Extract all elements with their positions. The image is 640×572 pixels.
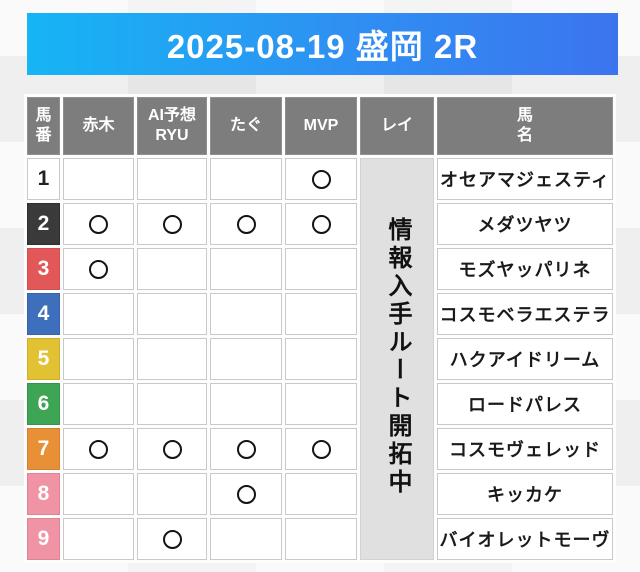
table-row: 9 バイオレットモーヴ xyxy=(27,518,613,560)
mark-cell-mvp xyxy=(285,338,357,380)
mark-cell-tagu xyxy=(210,203,282,245)
horse-name-cell: モズヤッパリネ xyxy=(437,248,613,290)
header-mvp: MVP xyxy=(285,97,357,155)
circle-mark-icon xyxy=(89,259,108,279)
horse-name-cell: コスモヴェレッド xyxy=(437,428,613,470)
mark-cell-mvp xyxy=(285,383,357,425)
mark-cell-akagi xyxy=(63,518,134,560)
horse-number-cell: 1 xyxy=(27,158,60,200)
circle-mark-icon xyxy=(311,439,331,459)
mark-cell-ai-ryu xyxy=(137,203,207,245)
circle-mark-icon xyxy=(311,214,331,234)
mark-cell-akagi xyxy=(63,293,134,335)
mark-cell-tagu xyxy=(210,248,282,290)
mark-cell-mvp xyxy=(285,473,357,515)
circle-mark-icon xyxy=(162,439,182,459)
circle-mark-icon xyxy=(89,214,108,234)
horse-name-cell: バイオレットモーヴ xyxy=(437,518,613,560)
mark-cell-tagu xyxy=(210,293,282,335)
circle-mark-icon xyxy=(89,439,108,459)
mark-cell-akagi xyxy=(63,383,134,425)
circle-mark-icon xyxy=(236,439,256,459)
notice-cell: 情報入手ルート開拓中 xyxy=(360,158,434,560)
horse-name-cell: キッカケ xyxy=(437,473,613,515)
circle-mark-icon xyxy=(236,484,256,504)
horse-number-cell: 8 xyxy=(27,473,60,515)
mark-cell-tagu xyxy=(210,338,282,380)
mark-cell-mvp xyxy=(285,428,357,470)
table-row: 8 キッカケ xyxy=(27,473,613,515)
mark-cell-tagu xyxy=(210,518,282,560)
mark-cell-ai-ryu xyxy=(137,248,207,290)
mark-cell-tagu xyxy=(210,383,282,425)
horse-name-cell: コスモベラエステラ xyxy=(437,293,613,335)
mark-cell-ai-ryu xyxy=(137,383,207,425)
horse-number-cell: 7 xyxy=(27,428,60,470)
mark-cell-akagi xyxy=(63,428,134,470)
horse-number-cell: 9 xyxy=(27,518,60,560)
table-row: 5 ハクアイドリーム xyxy=(27,338,613,380)
mark-cell-mvp xyxy=(285,158,357,200)
race-title-bar: 2025-08-19 盛岡 2R xyxy=(27,13,618,75)
header-tagu: たぐ xyxy=(210,97,282,155)
mark-cell-akagi xyxy=(63,248,134,290)
horse-name-cell: ロードパレス xyxy=(437,383,613,425)
mark-cell-ai-ryu xyxy=(137,473,207,515)
mark-cell-ai-ryu xyxy=(137,428,207,470)
horse-name-cell: ハクアイドリーム xyxy=(437,338,613,380)
table-row: 1 情報入手ルート開拓中 オセアマジェスティ xyxy=(27,158,613,560)
circle-mark-icon xyxy=(236,214,256,234)
mark-cell-tagu xyxy=(210,473,282,515)
header-umaban: 馬 番 xyxy=(27,97,60,155)
mark-cell-akagi xyxy=(63,158,134,200)
header-akagi: 赤木 xyxy=(63,97,134,155)
mark-cell-akagi xyxy=(63,203,134,245)
mark-cell-akagi xyxy=(63,338,134,380)
mark-cell-ai-ryu xyxy=(137,338,207,380)
circle-mark-icon xyxy=(162,529,182,549)
header-rei: レイ xyxy=(360,97,434,155)
horse-name-cell: オセアマジェスティ xyxy=(437,158,613,200)
mark-cell-ai-ryu xyxy=(137,158,207,200)
notice-text: 情報入手ルート開拓中 xyxy=(384,216,411,497)
header-row: 馬 番 赤木 AI予想 RYU たぐ MVP レイ 馬 名 xyxy=(27,97,613,155)
header-bamei: 馬 名 xyxy=(437,97,613,155)
mark-cell-akagi xyxy=(63,473,134,515)
horse-number-cell: 2 xyxy=(27,203,60,245)
mark-cell-ai-ryu xyxy=(137,293,207,335)
header-ai-yosou-ryu: AI予想 RYU xyxy=(137,97,207,155)
mark-cell-mvp xyxy=(285,248,357,290)
table-row: 6 ロードパレス xyxy=(27,383,613,425)
mark-cell-mvp xyxy=(285,203,357,245)
horse-number-cell: 3 xyxy=(27,248,60,290)
circle-mark-icon xyxy=(162,214,182,234)
mark-cell-ai-ryu xyxy=(137,518,207,560)
table-row: 2 メダツヤツ xyxy=(27,203,613,245)
mark-cell-mvp xyxy=(285,293,357,335)
prediction-table: 馬 番 赤木 AI予想 RYU たぐ MVP レイ 馬 名 1 xyxy=(24,94,616,563)
race-title: 2025-08-19 盛岡 2R xyxy=(166,28,479,65)
horse-name-cell: メダツヤツ xyxy=(437,203,613,245)
mark-cell-mvp xyxy=(285,518,357,560)
horse-number-cell: 6 xyxy=(27,383,60,425)
mark-cell-tagu xyxy=(210,158,282,200)
mark-cell-tagu xyxy=(210,428,282,470)
horse-number-cell: 5 xyxy=(27,338,60,380)
table-row: 3 モズヤッパリネ xyxy=(27,248,613,290)
table-row: 7 コスモヴェレッド xyxy=(27,428,613,470)
horse-number-cell: 4 xyxy=(27,293,60,335)
table-row: 4 コスモベラエステラ xyxy=(27,293,613,335)
prediction-table-wrap: 馬 番 赤木 AI予想 RYU たぐ MVP レイ 馬 名 1 xyxy=(24,94,616,563)
circle-mark-icon xyxy=(311,169,331,189)
